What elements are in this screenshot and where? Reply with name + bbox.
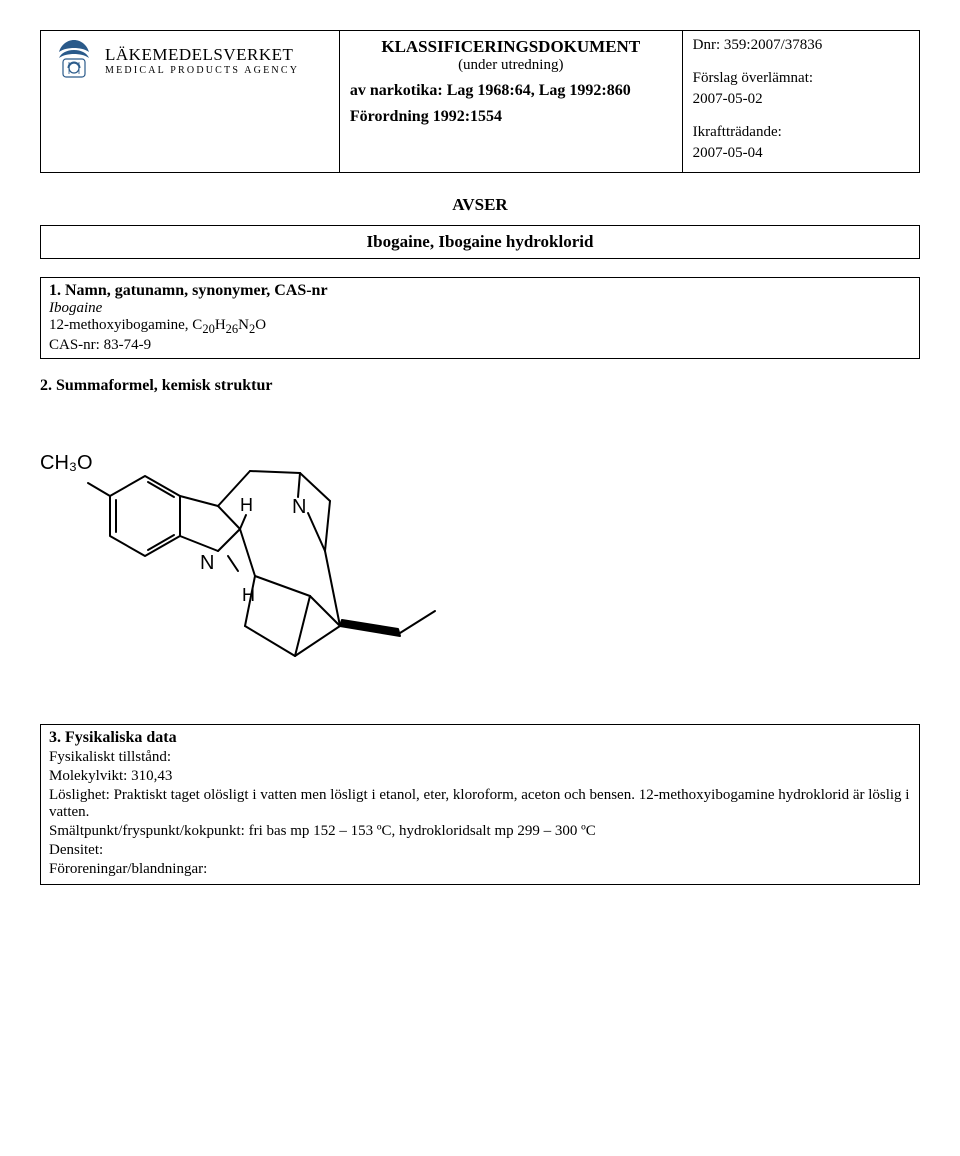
compound-formula-line: 12-methoxyibogamine, C20H26N2O: [49, 317, 911, 337]
agency-logo-icon: [51, 37, 97, 83]
smaltpunkt: Smältpunkt/fryspunkt/kokpunkt: fri bas m…: [49, 823, 911, 840]
ikraft-value: 2007-05-04: [693, 145, 909, 162]
law-reference-1: av narkotika: Lag 1968:64, Lag 1992:860: [350, 82, 672, 100]
densitet: Densitet:: [49, 842, 911, 859]
section-1-box: 1. Namn, gatunamn, synonymer, CAS-nr Ibo…: [40, 277, 920, 359]
cas-nr: CAS-nr: 83-74-9: [49, 337, 911, 354]
logo-cell: LÄKEMEDELSVERKET MEDICAL PRODUCTS AGENCY: [41, 31, 340, 173]
chemical-structure-svg: CH₃O N H N: [40, 401, 460, 691]
svg-text:N: N: [200, 552, 214, 574]
fororeningar: Föroreningar/blandningar:: [49, 861, 911, 878]
forslag-label: Förslag överlämnat:: [693, 70, 909, 87]
dnr-label: Dnr:: [693, 37, 721, 53]
svg-text:H: H: [240, 495, 253, 515]
svg-text:N: N: [292, 496, 306, 518]
ikraft-label: Ikraftträdande:: [693, 124, 909, 141]
svg-text:H: H: [242, 585, 255, 605]
header-right-cell: Dnr: 359:2007/37836 Förslag överlämnat: …: [682, 31, 919, 173]
dnr-value: 359:2007/37836: [724, 37, 822, 53]
loslighet: Löslighet: Praktiskt taget olösligt i va…: [49, 787, 911, 821]
document-header-table: LÄKEMEDELSVERKET MEDICAL PRODUCTS AGENCY…: [40, 30, 920, 173]
law-reference-2: Förordning 1992:1554: [350, 108, 672, 126]
section-3-heading: 3. Fysikaliska data: [49, 729, 911, 747]
agency-name-en: MEDICAL PRODUCTS AGENCY: [105, 65, 299, 76]
agency-logo-text: LÄKEMEDELSVERKET MEDICAL PRODUCTS AGENCY: [105, 45, 299, 76]
compound-name-italic: Ibogaine: [49, 300, 911, 317]
document-subtitle: (under utredning): [350, 57, 672, 74]
dnr-row: Dnr: 359:2007/37836: [693, 37, 909, 54]
agency-logo: LÄKEMEDELSVERKET MEDICAL PRODUCTS AGENCY: [51, 37, 329, 83]
avser-heading: AVSER: [40, 195, 920, 215]
ch3o-label: CH₃O: [40, 452, 93, 474]
chemical-structure: CH₃O N H N: [40, 401, 920, 696]
header-mid-cell: KLASSIFICERINGSDOKUMENT (under utredning…: [339, 31, 682, 173]
section-2-heading: 2. Summaformel, kemisk struktur: [40, 377, 920, 395]
subject-box: Ibogaine, Ibogaine hydroklorid: [40, 225, 920, 259]
agency-name-sv: LÄKEMEDELSVERKET: [105, 45, 299, 65]
fysikaliskt-tillstand: Fysikaliskt tillstånd:: [49, 749, 911, 766]
forslag-value: 2007-05-02: [693, 91, 909, 108]
subject-text: Ibogaine, Ibogaine hydroklorid: [367, 232, 594, 251]
document-title: KLASSIFICERINGSDOKUMENT: [350, 37, 672, 57]
section-1-heading: 1. Namn, gatunamn, synonymer, CAS-nr: [49, 282, 911, 300]
section-3-box: 3. Fysikaliska data Fysikaliskt tillstån…: [40, 724, 920, 885]
molekylvikt: Molekylvikt: 310,43: [49, 768, 911, 785]
